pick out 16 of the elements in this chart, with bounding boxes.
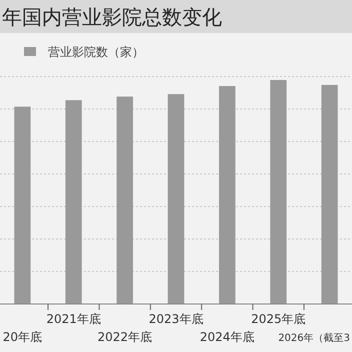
bar (168, 94, 184, 304)
x-tick-label: 20年底 (2, 330, 42, 344)
bar (219, 86, 236, 304)
bar (65, 100, 82, 304)
bar (116, 96, 133, 304)
bar (14, 106, 31, 304)
chart-title: 年国内营业影院总数变化 (2, 5, 222, 29)
x-tick-label: 2021年底 (46, 312, 101, 326)
bar (270, 80, 287, 304)
x-tick-label: 2024年底 (200, 330, 254, 344)
x-tick-label: 2026年（截至3 (278, 332, 350, 344)
bar (321, 84, 338, 304)
x-tick-label: 2023年底 (148, 312, 204, 326)
legend-label: 营业影院数（家） (48, 45, 144, 59)
x-tick-label: 2022年底 (98, 330, 152, 344)
x-tick-label: 2025年底 (251, 312, 306, 326)
